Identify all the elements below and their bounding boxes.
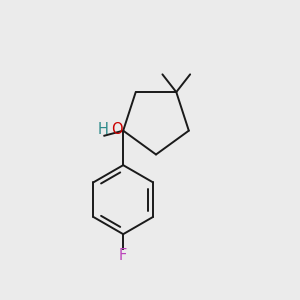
Text: H: H bbox=[98, 122, 108, 137]
Text: F: F bbox=[119, 248, 127, 263]
Text: O: O bbox=[111, 122, 122, 137]
